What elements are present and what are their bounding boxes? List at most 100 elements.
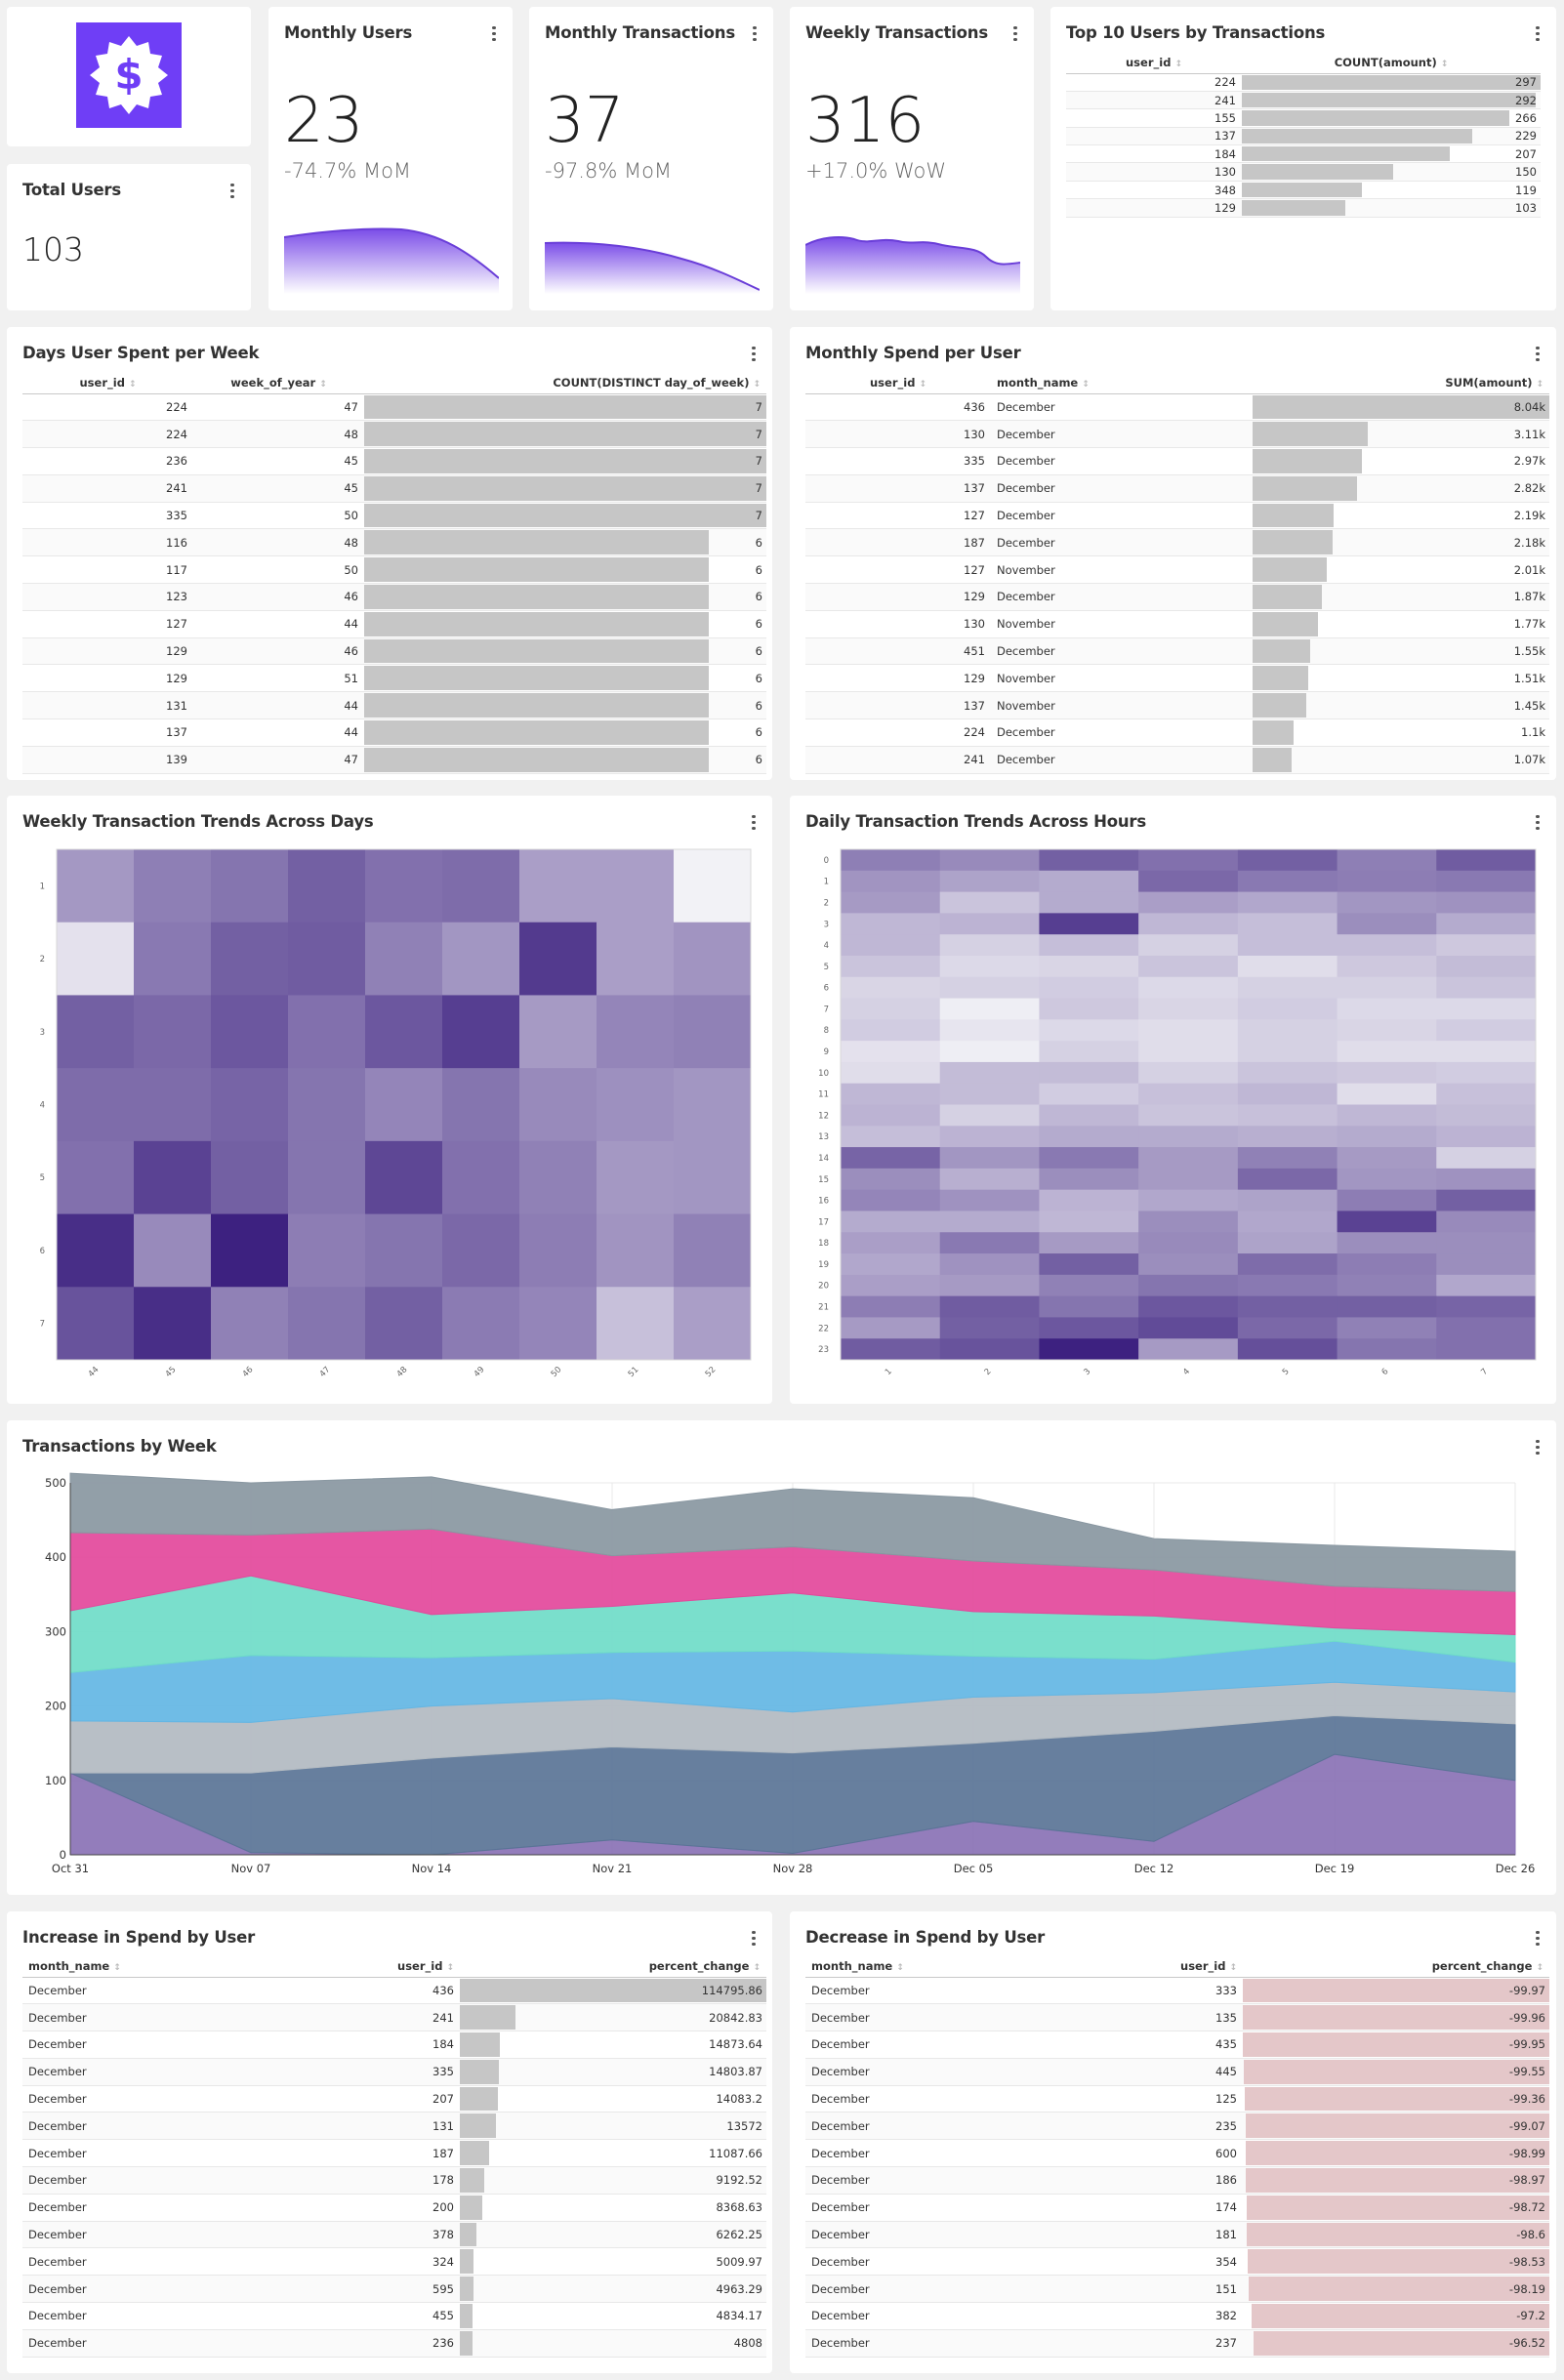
heatmap-cell[interactable] xyxy=(134,1287,212,1361)
heatmap-cell[interactable] xyxy=(519,1140,597,1215)
heatmap-cell[interactable] xyxy=(1039,1126,1139,1148)
heatmap-cell[interactable] xyxy=(1039,1019,1139,1042)
heatmap-cell[interactable] xyxy=(57,922,135,996)
heatmap-cell[interactable] xyxy=(939,1295,1040,1318)
heatmap-cell[interactable] xyxy=(1138,1211,1239,1233)
table-row[interactable]: December 237 -96.52 xyxy=(805,2329,1549,2358)
table-row[interactable]: 127 44 6 xyxy=(22,610,766,638)
sort-icon[interactable]: ↕ xyxy=(319,379,327,390)
heatmap-cell[interactable] xyxy=(134,1213,212,1288)
more-vertical-icon[interactable] xyxy=(751,815,757,833)
column-header[interactable]: user_id ↕ xyxy=(237,1955,460,1978)
heatmap-cell[interactable] xyxy=(211,922,289,996)
heatmap-cell[interactable] xyxy=(674,849,752,923)
heatmap-cell[interactable] xyxy=(1436,998,1537,1020)
heatmap-cell[interactable] xyxy=(288,1213,366,1288)
heatmap-cell[interactable] xyxy=(57,995,135,1069)
heatmap-cell[interactable] xyxy=(1039,913,1139,935)
heatmap-cell[interactable] xyxy=(1237,1189,1338,1211)
heatmap-cell[interactable] xyxy=(841,934,941,957)
heatmap-cell[interactable] xyxy=(1337,1147,1437,1169)
heatmap-cell[interactable] xyxy=(57,1068,135,1142)
table-row[interactable]: December 131 13572 xyxy=(22,2112,766,2141)
heatmap-cell[interactable] xyxy=(1138,1189,1239,1211)
heatmap-cell[interactable] xyxy=(1337,1274,1437,1297)
heatmap-cell[interactable] xyxy=(841,1232,941,1254)
heatmap-cell[interactable] xyxy=(939,1168,1040,1191)
heatmap-cell[interactable] xyxy=(1237,1274,1338,1297)
heatmap-cell[interactable] xyxy=(1237,1126,1338,1148)
heatmap-cell[interactable] xyxy=(1138,870,1239,893)
heatmap-cell[interactable] xyxy=(1436,1189,1537,1211)
column-header[interactable]: month_name ↕ xyxy=(22,1955,237,1978)
table-row[interactable]: 137 44 6 xyxy=(22,718,766,747)
heatmap-cell[interactable] xyxy=(1237,1061,1338,1085)
table-row[interactable]: 436 December 8.04k xyxy=(805,393,1549,422)
heatmap-cell[interactable] xyxy=(1436,1232,1537,1254)
heatmap-cell[interactable] xyxy=(1138,976,1239,1000)
table-row[interactable]: 335 December 2.97k xyxy=(805,447,1549,475)
heatmap-cell[interactable] xyxy=(1138,955,1239,978)
heatmap-cell[interactable] xyxy=(1138,1317,1239,1339)
heatmap-cell[interactable] xyxy=(288,1068,366,1142)
heatmap-cell[interactable] xyxy=(597,849,675,923)
heatmap-cell[interactable] xyxy=(1436,1147,1537,1169)
heatmap-cell[interactable] xyxy=(1436,1253,1537,1276)
heatmap-cell[interactable] xyxy=(1337,1041,1437,1063)
heatmap-cell[interactable] xyxy=(841,1041,941,1063)
table-row[interactable]: December 436 114795.86 xyxy=(22,1977,766,2005)
heatmap-cell[interactable] xyxy=(841,1104,941,1127)
heatmap-cell[interactable] xyxy=(1039,1211,1139,1233)
heatmap-cell[interactable] xyxy=(1337,1189,1437,1211)
heatmap-cell[interactable] xyxy=(1138,1232,1239,1254)
table-row[interactable]: 241 292 xyxy=(1066,91,1541,110)
table-row[interactable]: 137 November 1.45k xyxy=(805,691,1549,720)
heatmap-cell[interactable] xyxy=(519,849,597,923)
heatmap-cell[interactable] xyxy=(841,1211,941,1233)
heatmap-cell[interactable] xyxy=(1337,849,1437,872)
heatmap-cell[interactable] xyxy=(1138,913,1239,935)
heatmap-cell[interactable] xyxy=(442,1068,520,1142)
table-row[interactable]: December 235 -99.07 xyxy=(805,2112,1549,2141)
sort-icon[interactable]: ↕ xyxy=(446,1962,454,1973)
heatmap-cell[interactable] xyxy=(674,1140,752,1215)
table-row[interactable]: December 333 -99.97 xyxy=(805,1977,1549,2005)
heatmap-cell[interactable] xyxy=(1039,955,1139,978)
heatmap-cell[interactable] xyxy=(1039,1338,1139,1361)
heatmap-cell[interactable] xyxy=(1337,913,1437,935)
table-row[interactable]: December 335 14803.87 xyxy=(22,2058,766,2086)
more-vertical-icon[interactable] xyxy=(1535,1440,1541,1457)
sort-icon[interactable]: ↕ xyxy=(1082,379,1090,390)
heatmap-cell[interactable] xyxy=(1138,1041,1239,1063)
heatmap-cell[interactable] xyxy=(1436,891,1537,914)
heatmap-cell[interactable] xyxy=(134,995,212,1069)
heatmap-cell[interactable] xyxy=(939,1232,1040,1254)
heatmap-cell[interactable] xyxy=(841,1295,941,1318)
sort-icon[interactable]: ↕ xyxy=(919,379,926,390)
heatmap-cell[interactable] xyxy=(841,976,941,1000)
heatmap-cell[interactable] xyxy=(1237,1338,1338,1361)
heatmap-cell[interactable] xyxy=(1138,998,1239,1020)
heatmap-cell[interactable] xyxy=(288,1287,366,1361)
heatmap-cell[interactable] xyxy=(1436,913,1537,935)
heatmap-cell[interactable] xyxy=(841,1126,941,1148)
column-header[interactable]: COUNT(DISTINCT day_of_week) ↕ xyxy=(364,372,766,394)
table-row[interactable]: 335 50 7 xyxy=(22,502,766,530)
heatmap-cell[interactable] xyxy=(1237,934,1338,957)
heatmap-cell[interactable] xyxy=(1138,1083,1239,1105)
heatmap-cell[interactable] xyxy=(365,1140,443,1215)
heatmap-cell[interactable] xyxy=(1237,849,1338,872)
heatmap-cell[interactable] xyxy=(1436,1317,1537,1339)
heatmap-cell[interactable] xyxy=(674,995,752,1069)
more-vertical-icon[interactable] xyxy=(751,1931,757,1949)
table-row[interactable]: December 595 4963.29 xyxy=(22,2275,766,2304)
heatmap-cell[interactable] xyxy=(841,1168,941,1191)
heatmap-cell[interactable] xyxy=(841,870,941,893)
table-row[interactable]: 129 51 6 xyxy=(22,664,766,693)
heatmap-cell[interactable] xyxy=(1039,1232,1139,1254)
heatmap-cell[interactable] xyxy=(365,995,443,1069)
heatmap-cell[interactable] xyxy=(365,1213,443,1288)
sort-icon[interactable]: ↕ xyxy=(1536,1962,1543,1973)
heatmap-cell[interactable] xyxy=(674,1287,752,1361)
heatmap-cell[interactable] xyxy=(1337,934,1437,957)
